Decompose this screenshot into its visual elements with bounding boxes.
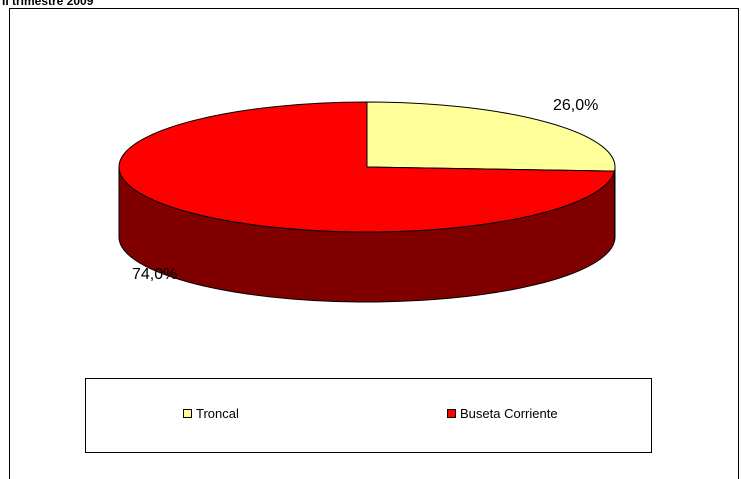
pie-slice-troncal (366, 101, 616, 172)
legend-label-troncal: Troncal (196, 406, 239, 421)
legend: Troncal Buseta Corriente (85, 378, 652, 453)
legend-item-troncal: Troncal (183, 406, 239, 421)
legend-swatch-buseta-corriente (447, 409, 456, 418)
pie-slice-buseta-corriente (118, 101, 616, 233)
legend-item-buseta-corriente: Buseta Corriente (447, 406, 558, 421)
data-label-buseta-corriente: 74,0% (132, 266, 177, 283)
data-label-troncal: 26,0% (553, 97, 598, 114)
legend-label-buseta-corriente: Buseta Corriente (460, 406, 558, 421)
chart-title: II trimestre 2009 (2, 0, 94, 8)
legend-swatch-troncal (183, 409, 192, 418)
chart-area (9, 8, 739, 479)
